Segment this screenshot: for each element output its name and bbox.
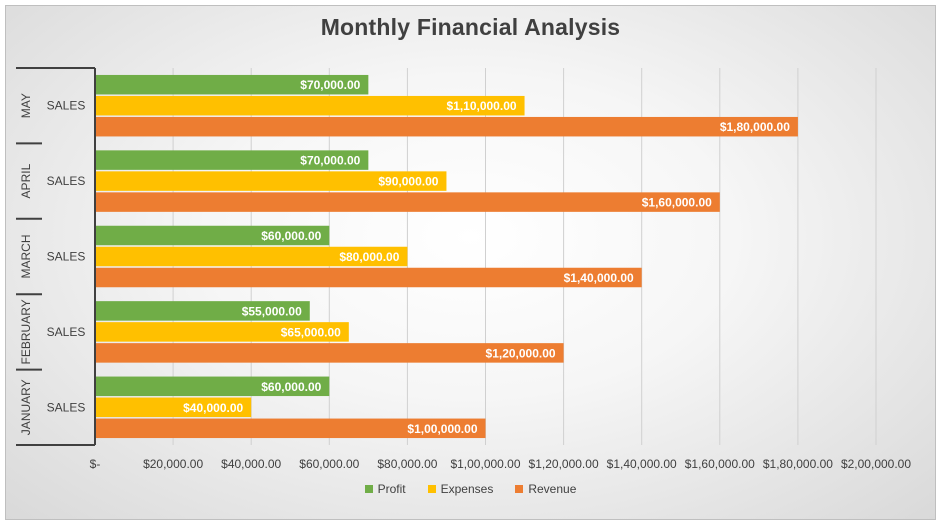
profit-data-label: $60,000.00 bbox=[261, 380, 321, 394]
revenue-bar bbox=[96, 418, 486, 439]
legend-swatch bbox=[364, 485, 373, 493]
legend-swatch bbox=[515, 485, 524, 493]
profit-data-label: $55,000.00 bbox=[242, 304, 302, 318]
expenses-data-label: $65,000.00 bbox=[281, 325, 341, 339]
x-tick-label: $1,20,000.00 bbox=[529, 457, 599, 471]
chart-title: Monthly Financial Analysis bbox=[320, 14, 621, 40]
profit-data-label: $70,000.00 bbox=[300, 154, 360, 168]
revenue-bar bbox=[96, 116, 798, 137]
sub-category-label: SALES bbox=[47, 174, 86, 188]
legend-label: Expenses bbox=[440, 482, 494, 496]
x-tick-label: $60,000.00 bbox=[299, 457, 359, 471]
legend-label: Revenue bbox=[528, 482, 577, 496]
revenue-data-label: $1,60,000.00 bbox=[642, 196, 712, 210]
sub-category-label: SALES bbox=[47, 325, 86, 339]
revenue-bar bbox=[96, 343, 564, 363]
legend-item-profit: Profit bbox=[364, 482, 406, 496]
profit-bar bbox=[96, 150, 369, 170]
month-label: MARCH bbox=[19, 235, 33, 279]
legend-label: Profit bbox=[377, 482, 406, 496]
profit-data-label: $70,000.00 bbox=[300, 78, 360, 92]
x-tick-label: $80,000.00 bbox=[377, 457, 437, 471]
x-tick-label: $20,000.00 bbox=[143, 457, 203, 471]
x-tick-label: $40,000.00 bbox=[221, 457, 281, 471]
legend-item-revenue: Revenue bbox=[515, 482, 576, 496]
month-label: JANUARY bbox=[19, 379, 33, 435]
revenue-data-label: $1,00,000.00 bbox=[407, 422, 477, 436]
expenses-data-label: $1,10,000.00 bbox=[446, 99, 516, 113]
expenses-data-label: $80,000.00 bbox=[339, 250, 399, 264]
x-tick-label: $1,60,000.00 bbox=[685, 457, 755, 471]
revenue-bar bbox=[96, 267, 642, 288]
x-tick-label: $1,00,000.00 bbox=[450, 457, 520, 471]
x-tick-label: $1,40,000.00 bbox=[607, 457, 677, 471]
expenses-data-label: $40,000.00 bbox=[183, 401, 243, 415]
legend-item-expenses: Expenses bbox=[427, 482, 494, 496]
expenses-data-label: $90,000.00 bbox=[378, 175, 438, 189]
profit-data-label: $60,000.00 bbox=[261, 229, 321, 243]
month-label: MAY bbox=[19, 93, 33, 118]
sub-category-label: SALES bbox=[47, 400, 86, 414]
x-tick-label: $1,80,000.00 bbox=[763, 457, 833, 471]
profit-bar bbox=[96, 225, 330, 246]
expenses-bar bbox=[96, 95, 525, 116]
revenue-data-label: $1,40,000.00 bbox=[564, 271, 634, 285]
revenue-data-label: $1,80,000.00 bbox=[720, 120, 790, 134]
expenses-bar bbox=[96, 322, 349, 342]
x-tick-label: $2,00,000.00 bbox=[841, 457, 911, 471]
profit-bar bbox=[96, 74, 369, 95]
profit-bar bbox=[96, 376, 330, 397]
month-label: FEBRUARY bbox=[19, 299, 33, 364]
expenses-bar bbox=[96, 171, 447, 191]
x-tick-label: $- bbox=[90, 457, 101, 471]
expenses-bar bbox=[96, 246, 408, 267]
sub-category-label: SALES bbox=[47, 99, 86, 113]
revenue-bar bbox=[96, 192, 720, 212]
revenue-data-label: $1,20,000.00 bbox=[486, 346, 556, 360]
legend-swatch bbox=[427, 485, 436, 493]
chart-legend: Profit Expenses Revenue bbox=[0, 482, 941, 496]
profit-bar bbox=[96, 301, 310, 321]
month-label: APRIL bbox=[19, 163, 33, 198]
sub-category-label: SALES bbox=[47, 250, 86, 264]
expenses-bar bbox=[96, 397, 252, 418]
